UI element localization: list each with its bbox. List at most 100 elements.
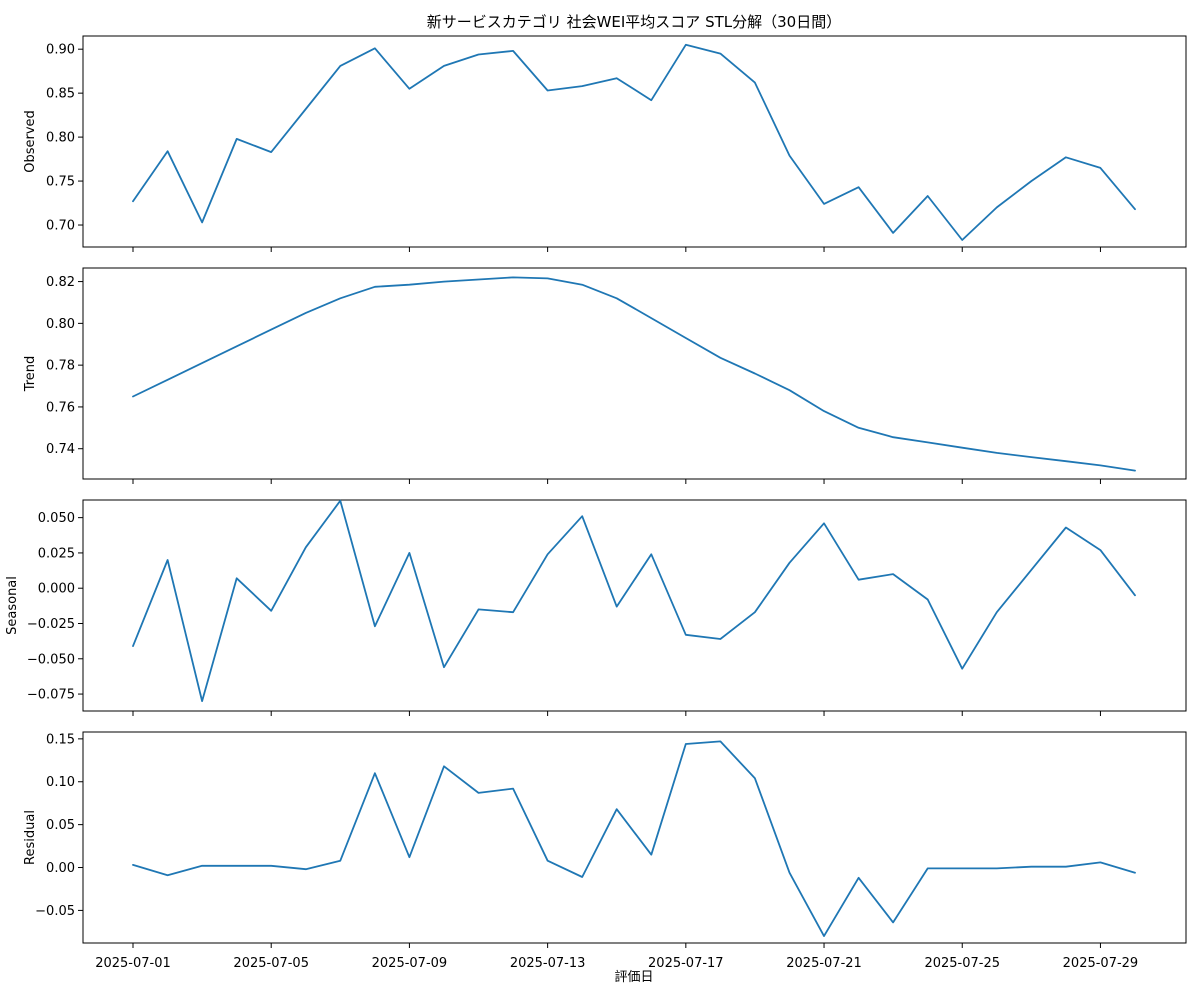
data-point [546, 859, 549, 862]
data-point [546, 89, 549, 92]
data-point [753, 81, 756, 84]
data-point [442, 64, 445, 67]
x-tick-label: 2025-07-05 [233, 956, 309, 971]
data-point [408, 87, 411, 90]
data-point [788, 389, 791, 392]
data-point [615, 605, 618, 608]
data-point [892, 921, 895, 924]
panel-observed: 0.70 0.75 0.80 0.85 0.90 Observed [23, 35, 1187, 252]
data-point [132, 395, 135, 398]
data-point [788, 871, 791, 874]
panel-trend: 0.74 0.76 0.78 0.80 0.82 Trend [23, 267, 1187, 484]
x-tick-label: 2025-07-29 [1063, 956, 1139, 971]
data-point [995, 867, 998, 870]
data-point [961, 667, 964, 670]
data-point [132, 200, 135, 203]
panel-frame [82, 267, 1187, 480]
panel-frame [82, 731, 1187, 944]
data-point [270, 609, 273, 612]
data-point [339, 859, 342, 862]
data-point [512, 276, 515, 279]
data-point [684, 633, 687, 636]
data-point [753, 372, 756, 375]
data-point [1099, 861, 1102, 864]
data-point [477, 53, 480, 56]
data-point [339, 64, 342, 67]
data-point [995, 206, 998, 209]
data-point [684, 43, 687, 46]
data-point [373, 772, 376, 775]
y-tick-label: 0.74 [46, 442, 75, 457]
data-point [1064, 865, 1067, 868]
data-point [270, 864, 273, 867]
data-point [926, 441, 929, 444]
data-point [823, 410, 826, 413]
data-point [201, 700, 204, 703]
data-point [650, 553, 653, 556]
y-tick-label: 0.050 [38, 511, 75, 526]
data-point [823, 202, 826, 205]
y-tick-label: 0.85 [46, 87, 75, 102]
data-point [615, 808, 618, 811]
data-point [615, 297, 618, 300]
y-tick-label: 0.82 [46, 275, 75, 290]
y-axis-label: Observed [23, 110, 38, 173]
data-point [857, 426, 860, 429]
y-tick-label: 0.10 [46, 775, 75, 790]
data-point [339, 297, 342, 300]
data-point [995, 451, 998, 454]
data-point [304, 107, 307, 110]
data-point [1030, 180, 1033, 183]
panels-group: 0.70 0.75 0.80 0.85 0.90 Observed 0.74 0.76 0.78… [5, 35, 1187, 971]
y-tick-label: 0.00 [46, 861, 75, 876]
data-point [753, 777, 756, 780]
data-point [581, 875, 584, 878]
y-tick-label: 0.000 [38, 582, 75, 597]
data-point [857, 578, 860, 581]
data-point [961, 867, 964, 870]
data-point [926, 195, 929, 198]
data-point [1099, 166, 1102, 169]
data-point [995, 611, 998, 614]
data-point [132, 645, 135, 648]
data-point [339, 499, 342, 502]
data-point [857, 186, 860, 189]
data-point [408, 551, 411, 554]
y-tick-label: 0.70 [46, 219, 75, 234]
data-point [408, 856, 411, 859]
data-point [477, 791, 480, 794]
y-tick-label: −0.025 [27, 617, 75, 632]
data-point [581, 85, 584, 88]
chart-title: 新サービスカテゴリ 社会WEI平均スコア STL分解（30日間） [427, 13, 841, 31]
data-point [1134, 208, 1137, 211]
y-tick-label: 0.90 [46, 43, 75, 58]
data-point [132, 863, 135, 866]
data-point [719, 740, 722, 743]
data-point [1134, 469, 1137, 472]
data-point [235, 577, 238, 580]
y-axis-label: Seasonal [5, 576, 20, 635]
panel-residual: −0.05 0.00 0.05 0.10 0.15 Residual 2025-07-01 2… [23, 731, 1187, 971]
data-point [1030, 456, 1033, 459]
data-point [892, 573, 895, 576]
data-point [926, 867, 929, 870]
y-tick-label: −0.075 [27, 688, 75, 703]
data-point [512, 611, 515, 614]
data-point [235, 345, 238, 348]
data-point [581, 283, 584, 286]
data-point [270, 151, 273, 154]
y-axis-label: Trend [23, 356, 38, 393]
data-point [1099, 464, 1102, 467]
data-point [892, 231, 895, 234]
data-point [546, 277, 549, 280]
data-point [719, 52, 722, 55]
data-point [201, 362, 204, 365]
data-point [373, 285, 376, 288]
y-tick-label: 0.05 [46, 818, 75, 833]
data-point [546, 553, 549, 556]
data-point [615, 77, 618, 80]
data-point [201, 864, 204, 867]
data-point [442, 280, 445, 283]
data-point [961, 238, 964, 241]
